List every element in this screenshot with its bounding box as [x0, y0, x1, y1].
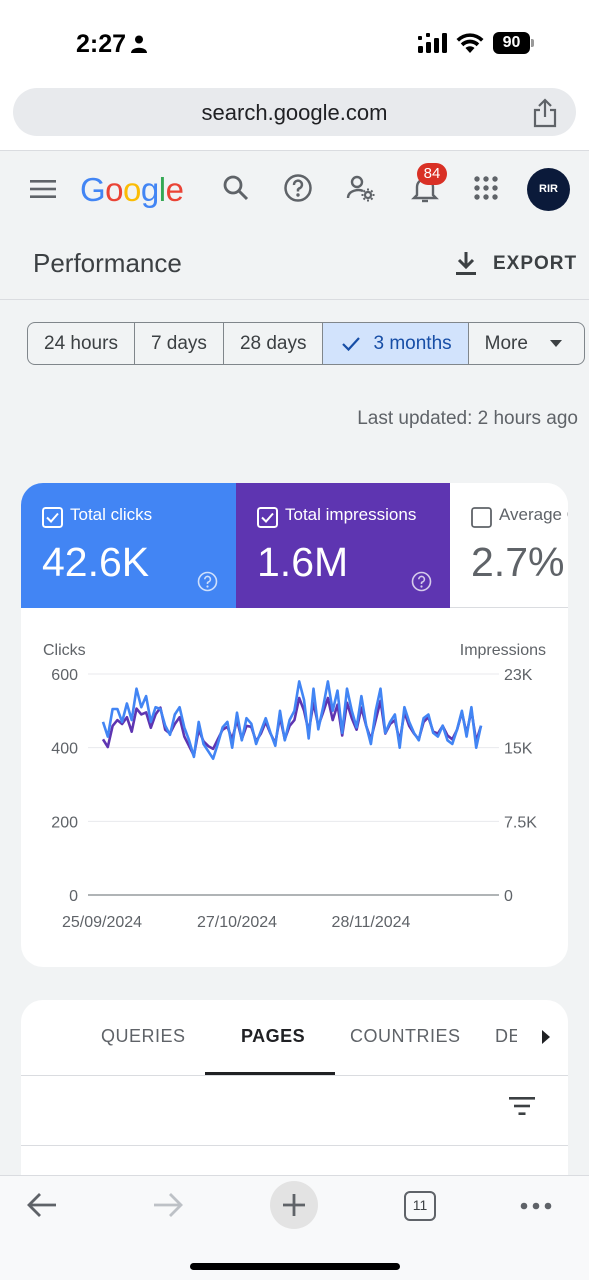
address-bar[interactable]: search.google.com [13, 88, 576, 136]
app-header: Google [0, 150, 589, 228]
chip-28-days[interactable]: 28 days [224, 323, 324, 364]
chip-more[interactable]: More [469, 323, 584, 364]
metric-label: Average CTR [499, 505, 568, 524]
chip-label: 3 months [373, 332, 452, 354]
browser-toolbar: 11 [0, 1175, 589, 1280]
battery-level: 90 [493, 32, 530, 54]
right-tick-label: 15K [504, 741, 533, 758]
plus-icon [283, 1194, 305, 1216]
more-options-icon[interactable] [520, 1202, 552, 1210]
filter-icon[interactable] [509, 1096, 535, 1116]
metric-label: Total clicks [70, 505, 153, 524]
chip-3-months[interactable]: 3 months [323, 323, 469, 364]
person-icon [131, 35, 147, 53]
new-tab-button[interactable] [270, 1181, 318, 1229]
download-icon [456, 252, 476, 275]
left-tick-label: 0 [69, 888, 78, 905]
export-button[interactable]: EXPORT [454, 250, 577, 278]
series-line-clicks [101, 680, 483, 760]
page-title: Performance [33, 248, 182, 278]
search-icon[interactable] [221, 173, 251, 203]
back-arrow-icon[interactable] [26, 1192, 58, 1218]
chip-label: 24 hours [44, 332, 118, 354]
notification-badge: 84 [417, 163, 447, 185]
right-tick-label: 0 [504, 888, 513, 905]
metric-label: Total impressions [285, 505, 417, 524]
chip-24-hours[interactable]: 24 hours [28, 323, 135, 364]
right-tick-label: 7.5K [504, 814, 537, 831]
menu-icon[interactable] [30, 179, 56, 199]
performance-card: Total clicks 42.6K Total impressions 1.6… [21, 483, 568, 967]
google-logo[interactable]: Google [80, 171, 184, 208]
checkbox-checked-icon[interactable] [257, 507, 278, 528]
tab-countries[interactable]: COUNTRIES [350, 1026, 461, 1046]
metric-total-clicks[interactable]: Total clicks 42.6K [21, 483, 236, 608]
browser-url-area: search.google.com [0, 80, 589, 150]
chip-label: 28 days [239, 332, 307, 354]
performance-chart: Clicks Impressions 600 23K 400 15K 200 7.5K 0 0 25… [43, 642, 546, 931]
divider [21, 1145, 568, 1146]
check-icon [342, 336, 361, 351]
chip-label: 7 days [150, 332, 207, 354]
metric-value: 42.6K [42, 539, 150, 585]
active-tab-indicator [205, 1072, 335, 1075]
left-axis-title: Clicks [43, 642, 86, 659]
avatar[interactable]: RIR [527, 168, 570, 211]
tab-switcher-button[interactable]: 11 [404, 1191, 436, 1221]
export-label: EXPORT [493, 253, 578, 274]
help-icon[interactable] [411, 571, 432, 592]
signal-icon [418, 33, 447, 53]
left-tick-label: 200 [51, 814, 78, 831]
chevron-right-icon[interactable] [541, 1030, 551, 1044]
help-icon[interactable] [283, 173, 313, 203]
series-line-impressions [101, 696, 483, 757]
apps-grid-icon[interactable] [471, 173, 501, 203]
status-bar: 2:27 90 [0, 0, 589, 80]
wifi-icon [456, 33, 484, 53]
left-tick-label: 400 [51, 741, 78, 758]
status-time: 2:27 [76, 30, 127, 58]
tab-queries[interactable]: QUERIES [101, 1026, 186, 1046]
metric-average-ctr[interactable]: Average CTR 2.7% [450, 483, 568, 608]
home-indicator [190, 1263, 400, 1270]
metric-value: 1.6M [257, 539, 349, 585]
x-tick-label: 27/10/2024 [197, 914, 277, 931]
url-text: search.google.com [201, 100, 388, 125]
right-tick-label: 23K [504, 667, 533, 684]
metric-value: 2.7% [471, 539, 565, 585]
date-range-selector: 24 hours 7 days 28 days 3 months More [27, 322, 585, 365]
share-icon[interactable] [532, 98, 558, 128]
chip-label: More [484, 332, 528, 354]
left-tick-label: 600 [51, 667, 78, 684]
forward-arrow-icon[interactable] [152, 1192, 184, 1218]
checkbox-checked-icon[interactable] [42, 507, 63, 528]
dimension-tabs-card: QUERIES PAGES COUNTRIES DE [21, 1000, 568, 1180]
right-axis-title: Impressions [460, 642, 546, 659]
checkbox-unchecked-icon[interactable] [471, 507, 492, 528]
x-tick-label: 28/11/2024 [332, 914, 411, 931]
help-icon[interactable] [197, 571, 218, 592]
last-updated: Last updated: 2 hours ago [357, 408, 578, 429]
chip-7-days[interactable]: 7 days [135, 323, 224, 364]
battery-icon: 90 [493, 32, 535, 54]
divider [21, 1075, 568, 1076]
dropdown-arrow-icon [549, 339, 562, 347]
tab-pages[interactable]: PAGES [241, 1026, 306, 1046]
tab-devices[interactable]: DE [495, 1026, 517, 1046]
page-header: Performance EXPORT [0, 228, 589, 300]
manage-users-icon[interactable] [346, 173, 376, 203]
metric-total-impressions[interactable]: Total impressions 1.6M [236, 483, 450, 608]
x-tick-label: 25/09/2024 [62, 914, 142, 931]
